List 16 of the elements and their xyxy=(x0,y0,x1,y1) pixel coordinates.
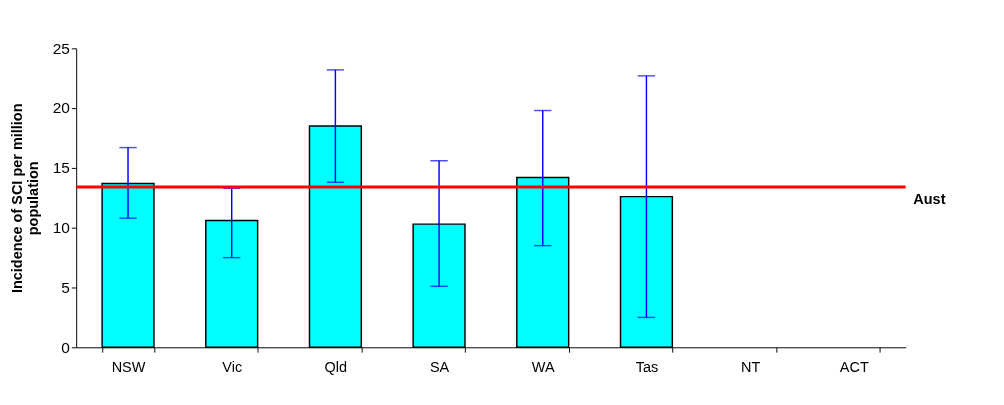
y-tick-label: 0 xyxy=(61,338,70,356)
y-axis-title: Incidence of SCI per million population xyxy=(8,103,42,294)
y-tick-label: 25 xyxy=(52,39,70,57)
x-tick-label: SA xyxy=(429,358,450,375)
y-tick-label: 10 xyxy=(52,219,70,237)
x-tick-label: Qld xyxy=(324,358,348,375)
y-tick-label: 5 xyxy=(61,278,70,296)
x-tick-label: Tas xyxy=(635,358,659,375)
y-tick-label: 20 xyxy=(52,99,70,117)
ref-line-label: Aust xyxy=(913,191,946,208)
x-tick-label: WA xyxy=(531,358,555,375)
x-tick-label: NT xyxy=(740,358,761,375)
x-tick-label: Vic xyxy=(222,358,243,375)
x-tick-label: NSW xyxy=(111,358,146,375)
x-tick-label: ACT xyxy=(839,358,869,375)
y-tick-label: 15 xyxy=(52,159,70,177)
